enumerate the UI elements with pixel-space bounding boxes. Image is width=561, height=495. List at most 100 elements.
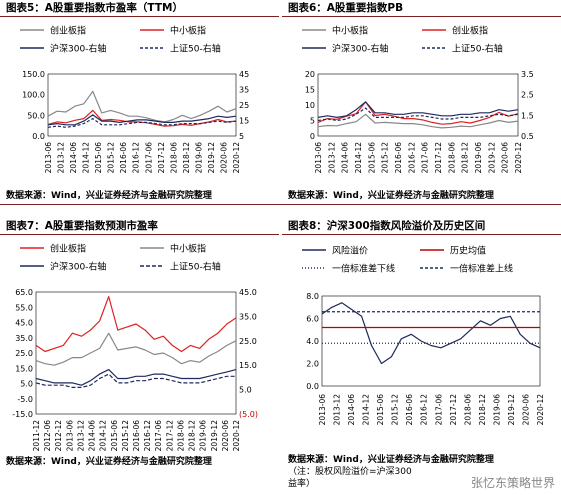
note-text-cont: 益率） — [288, 479, 316, 489]
y-right-tick-label: 5.0 — [239, 386, 252, 395]
y-tick-label: 8.0 — [306, 292, 319, 301]
x-tick-label: 2013-12 — [76, 420, 85, 451]
x-tick-label: 2013-06 — [314, 142, 323, 174]
series-line — [47, 114, 237, 126]
x-tick-label: 2014-12 — [82, 142, 91, 174]
legend-label: 中小板指 — [170, 25, 206, 37]
series-line — [317, 113, 519, 129]
series-line — [35, 332, 237, 366]
divider — [0, 204, 561, 205]
y-tick-label: 100.0 — [22, 91, 45, 100]
x-tick-label: 2016-12 — [132, 142, 141, 174]
series-line — [35, 373, 236, 388]
y-tick-label: 15 — [305, 86, 315, 95]
y-tick-label: 65.0 — [15, 288, 33, 297]
y-right-tick-label: 45.0 — [239, 288, 257, 297]
x-tick-label: 2011-12 — [32, 420, 41, 451]
x-tick-label: 2020-06 — [221, 420, 230, 451]
source-text: 数据来源：Wind，兴业证券经济与金融研究院整理 — [6, 191, 212, 201]
legend-label: 上证50-右轴 — [170, 261, 221, 273]
y-tick-label: 10 — [305, 101, 315, 110]
x-tick-label: 2019-12 — [207, 142, 216, 174]
x-tick-label: 2020-12 — [232, 420, 241, 451]
y-tick-label: 6.0 — [306, 315, 319, 324]
x-tick-label: 2020-06 — [521, 394, 530, 426]
panel-title: 图表7：A股重要指数预测市盈率 — [0, 218, 279, 235]
panel-title: 图表8：沪深300指数风险溢价及历史区间 — [282, 218, 561, 235]
y-right-tick-label: 25 — [239, 101, 249, 110]
x-tick-label: 2017-12 — [434, 142, 443, 174]
y-tick-label: 35.0 — [15, 334, 33, 343]
y-right-tick-label: 2.5 — [521, 91, 534, 100]
x-tick-label: 2019-06 — [194, 142, 203, 174]
x-tick-label: 2017-06 — [144, 142, 153, 174]
x-tick-label: 2016-06 — [119, 142, 128, 174]
panel-pe-ttm: 图表5：A股重要指数市盈率（TTM） 创业板指 中小板指 沪深300-右轴 上证50-… — [0, 0, 279, 210]
x-tick-label: 2017-06 — [421, 142, 430, 174]
series-line — [35, 295, 237, 353]
x-tick-label: 2017-12 — [165, 420, 174, 451]
y-tick-label: 55.0 — [15, 303, 33, 312]
series-line — [317, 101, 519, 119]
x-tick-label: 2018-12 — [461, 142, 470, 174]
x-tick-label: 2020-06 — [219, 142, 228, 174]
source-text: 数据来源：Wind，兴业证券经济与金融研究院整理 — [6, 457, 212, 467]
x-tick-label: 2013-06 — [65, 420, 74, 451]
y-tick-label: -15.0 — [12, 410, 33, 419]
x-tick-label: 2020-12 — [232, 142, 241, 174]
y-tick-label: 25.0 — [15, 349, 33, 358]
legend-label: 创业板指 — [50, 243, 86, 255]
x-tick-label: 2012-12 — [54, 420, 63, 451]
y-tick-label: 15.0 — [15, 364, 33, 373]
x-tick-label: 2019-06 — [474, 142, 483, 174]
series-line — [317, 107, 519, 122]
x-tick-label: 2016-12 — [143, 420, 152, 451]
x-tick-label: 2015-06 — [110, 420, 119, 451]
y-tick-label: 0.0 — [306, 382, 319, 391]
x-tick-label: 2018-06 — [463, 394, 472, 426]
y-right-tick-label: 35 — [239, 86, 249, 95]
series-line — [47, 90, 237, 123]
x-tick-label: 2019-06 — [199, 420, 208, 451]
plot-frame — [317, 73, 519, 137]
x-tick-label: 2014-12 — [99, 420, 108, 451]
x-tick-label: 2017-06 — [154, 420, 163, 451]
plot-frame — [321, 295, 541, 387]
y-right-tick-label: 0.5 — [521, 132, 534, 141]
x-tick-label: 2018-12 — [478, 394, 487, 426]
x-tick-label: 2014-06 — [88, 420, 97, 451]
legend-label: 历史均值 — [450, 245, 486, 257]
x-tick-label: 2016-06 — [132, 420, 141, 451]
x-tick-label: 2019-06 — [492, 394, 501, 426]
y-tick-label: 45.0 — [15, 319, 33, 328]
x-tick-label: 2020-12 — [536, 394, 545, 426]
x-tick-label: 2014-06 — [341, 142, 350, 174]
panel-pb: 图表6：A股重要指数PB 中小板指 创业板指 沪深300-右轴 上证50-右轴 20 15… — [282, 0, 561, 210]
x-tick-label: 2019-12 — [210, 420, 219, 451]
legend-label: 沪深300-右轴 — [50, 43, 106, 55]
y-right-tick-label: 45 — [239, 70, 249, 79]
y-tick-label: 5.0 — [20, 380, 33, 389]
series-line — [321, 302, 541, 365]
x-tick-label: 2013-06 — [318, 394, 327, 426]
x-tick-label: 2012-06 — [43, 420, 52, 451]
x-tick-label: 2018-12 — [188, 420, 197, 451]
x-tick-label: 2013-12 — [327, 142, 336, 174]
plot-frame — [35, 291, 237, 415]
x-tick-label: 2015-12 — [107, 142, 116, 174]
legend-label: 一倍标准差上线 — [450, 263, 513, 275]
plot-frame — [47, 73, 237, 137]
x-tick-label: 2015-06 — [367, 142, 376, 174]
y-right-tick-label: 35.0 — [239, 312, 257, 321]
x-tick-label: 2018-06 — [447, 142, 456, 174]
x-tick-label: 2020-06 — [501, 142, 510, 174]
y-right-tick-label: 15 — [239, 117, 249, 126]
x-tick-label: 2013-12 — [57, 142, 66, 174]
x-tick-label: 2019-12 — [507, 394, 516, 426]
watermark-text: 张忆东策略世界 — [470, 476, 555, 490]
x-tick-label: 2018-12 — [182, 142, 191, 174]
legend-label: 风险溢价 — [332, 245, 368, 257]
x-tick-label: 2013-12 — [333, 394, 342, 426]
